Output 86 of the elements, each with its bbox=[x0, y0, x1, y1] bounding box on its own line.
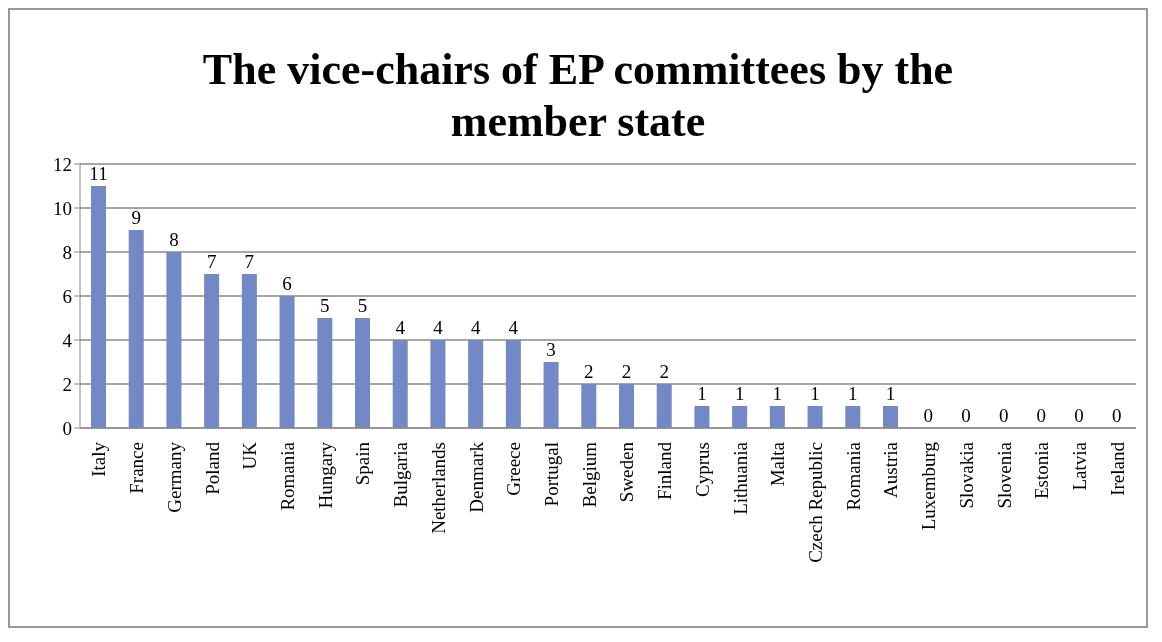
data-label: 1 bbox=[772, 383, 783, 404]
data-label: 7 bbox=[244, 251, 255, 272]
x-tick-label: Slovenia bbox=[993, 441, 1015, 509]
bar bbox=[430, 340, 446, 428]
bar bbox=[543, 362, 559, 428]
x-tick-label: Slovakia bbox=[955, 441, 977, 509]
data-label: 0 bbox=[1036, 405, 1047, 426]
data-label: 2 bbox=[621, 361, 632, 382]
data-label: 9 bbox=[131, 207, 141, 228]
x-tick-label: Spain bbox=[352, 441, 374, 486]
x-tick-label: Austria bbox=[880, 441, 902, 498]
x-tick-label: Belgium bbox=[578, 441, 600, 508]
x-tick-label: Malta bbox=[767, 441, 789, 487]
data-label: 4 bbox=[508, 317, 519, 338]
bar bbox=[392, 340, 408, 428]
bar bbox=[807, 406, 823, 428]
y-tick-label: 0 bbox=[62, 417, 72, 439]
x-tick-label: Cyprus bbox=[691, 442, 713, 497]
data-label: 0 bbox=[961, 405, 971, 426]
x-tick-label: Hungary bbox=[314, 441, 336, 509]
x-tick-label: Estonia bbox=[1031, 441, 1053, 499]
y-tick-label: 6 bbox=[62, 285, 72, 307]
x-tick-label: Portugal bbox=[540, 442, 562, 507]
y-tick-label: 2 bbox=[62, 373, 72, 395]
bar bbox=[468, 340, 484, 428]
x-tick-label: Latvia bbox=[1068, 441, 1090, 491]
x-tick-label: Greece bbox=[503, 442, 525, 496]
x-tick-label: Sweden bbox=[616, 441, 638, 503]
data-label: 1 bbox=[697, 383, 707, 404]
bar bbox=[204, 274, 220, 428]
x-tick-label: Poland bbox=[201, 441, 223, 495]
data-label: 1 bbox=[734, 383, 745, 404]
data-label: 2 bbox=[584, 361, 594, 382]
x-tick-label: Czech Republic bbox=[804, 442, 826, 563]
data-label: 8 bbox=[169, 229, 179, 250]
data-label: 7 bbox=[206, 251, 217, 272]
data-label: 0 bbox=[998, 405, 1009, 426]
x-tick-label: Lithuania bbox=[729, 441, 751, 515]
data-label: 5 bbox=[357, 295, 368, 316]
y-tick-label: 12 bbox=[53, 153, 72, 175]
data-label: 5 bbox=[320, 295, 330, 316]
y-tick-label: 10 bbox=[53, 197, 72, 219]
data-label: 1 bbox=[885, 383, 896, 404]
x-tick-label: Finland bbox=[654, 441, 676, 501]
bar bbox=[128, 230, 144, 428]
y-tick-label: 4 bbox=[62, 329, 73, 351]
bar bbox=[845, 406, 861, 428]
data-label: 0 bbox=[1112, 405, 1122, 426]
bar bbox=[619, 384, 634, 428]
data-label: 6 bbox=[282, 273, 292, 294]
x-tick-label: Germany bbox=[163, 441, 185, 513]
x-tick-label: Denmark bbox=[465, 441, 487, 513]
bar bbox=[91, 186, 106, 428]
data-label: 11 bbox=[89, 163, 108, 184]
x-tick-label: Romania bbox=[842, 441, 864, 511]
x-tick-label: France bbox=[126, 442, 148, 494]
x-tick-label: UK bbox=[239, 441, 261, 470]
bar bbox=[166, 252, 182, 428]
data-label: 1 bbox=[810, 383, 820, 404]
bar bbox=[581, 384, 597, 428]
data-label: 3 bbox=[546, 339, 556, 360]
data-label: 4 bbox=[395, 317, 406, 338]
bar bbox=[505, 340, 521, 428]
bar bbox=[241, 274, 257, 428]
x-tick-label: Netherlands bbox=[427, 442, 449, 534]
x-tick-label: Italy bbox=[88, 441, 110, 477]
x-tick-label: Romania bbox=[276, 441, 298, 511]
chart-title: The vice-chairs of EP committees by the member state bbox=[201, 44, 955, 148]
data-label: 2 bbox=[659, 361, 669, 382]
bar bbox=[279, 296, 295, 428]
x-tick-label: Bulgaria bbox=[390, 441, 412, 508]
data-label: 0 bbox=[923, 405, 933, 426]
bar bbox=[694, 406, 710, 428]
bar bbox=[355, 318, 370, 428]
bar bbox=[317, 318, 333, 428]
data-label: 0 bbox=[1074, 405, 1084, 426]
bar bbox=[769, 406, 785, 428]
bar bbox=[883, 406, 898, 428]
x-tick-label: Luxemburg bbox=[918, 441, 940, 531]
y-tick-label: 8 bbox=[62, 241, 72, 263]
data-label: 4 bbox=[470, 317, 481, 338]
data-label: 4 bbox=[433, 317, 444, 338]
data-label: 1 bbox=[848, 383, 858, 404]
bar bbox=[732, 406, 748, 428]
x-tick-label: Ireland bbox=[1106, 441, 1128, 496]
bar bbox=[656, 384, 672, 428]
